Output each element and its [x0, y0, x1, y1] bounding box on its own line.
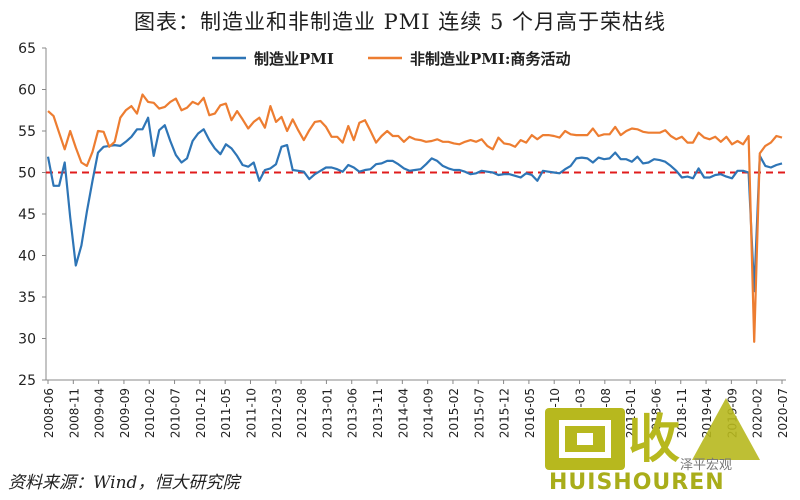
x-tick-label: 2011-05	[219, 388, 233, 438]
watermark-glyph: 收	[628, 410, 681, 470]
y-tick-label: 45	[18, 207, 36, 223]
series-layer	[46, 93, 783, 343]
x-tick-label: 2014-04	[396, 388, 410, 438]
x-tick-label: 2012-03	[270, 388, 284, 438]
y-tick-label: 35	[18, 290, 36, 306]
watermark-brand-text: HUISHOUREN	[549, 470, 725, 495]
x-tick-label: 2008-11	[67, 388, 81, 438]
x-tick-label: 2016-05	[523, 388, 537, 438]
x-tick-label: 2013-06	[346, 388, 360, 438]
y-tick-label: 40	[18, 249, 36, 265]
x-tick-label: 2013-11	[371, 388, 385, 438]
watermark-logo-icon	[545, 408, 625, 470]
x-tick-label: 2015-12	[498, 388, 512, 438]
legend-label: 制造业PMI	[254, 50, 334, 68]
x-tick-label: 2010-02	[143, 388, 157, 438]
y-tick-label: 50	[18, 166, 36, 182]
series-line-manufacturing	[46, 116, 783, 293]
x-tick-label: 2008-06	[42, 388, 56, 438]
watermark-logo-frame	[559, 420, 611, 458]
y-tick-label: 60	[18, 83, 36, 99]
x-tick-label: 2013-01	[320, 388, 334, 438]
x-tick-label: 2009-04	[93, 388, 107, 438]
x-tick-label: 2018-11	[675, 388, 689, 438]
legend: 制造业PMI 非制造业PMI:商务活动	[212, 50, 570, 68]
watermark-logo-dot	[577, 433, 593, 445]
axes-layer: 25 30 35 40 45 50 55 60 65 2008-06 2008-11 2009-04 2…	[18, 41, 790, 438]
y-tick-label: 25	[18, 373, 36, 389]
x-tick-label: 2011-10	[244, 388, 258, 438]
x-tick-label: 2020-07	[776, 388, 790, 438]
y-tick-label: 65	[18, 41, 36, 57]
source-note: 资料来源：Wind，恒大研究院	[8, 473, 240, 493]
x-tick-label: 2015-02	[447, 388, 461, 438]
legend-label: 非制造业PMI:商务活动	[410, 50, 570, 68]
series-line-non-manufacturing	[47, 93, 783, 343]
y-tick-label: 55	[18, 124, 36, 140]
y-tick-label: 30	[18, 332, 36, 348]
x-tick-label: 2010-12	[194, 388, 208, 438]
x-tick-label: 2012-08	[295, 388, 309, 438]
x-tick-label: 2018-01	[624, 388, 638, 438]
x-tick-label: 2018-06	[649, 388, 663, 438]
x-tick-label: 2010-07	[169, 388, 183, 438]
x-tick-label: 2014-09	[422, 388, 436, 438]
x-tick-label: 2015-07	[472, 388, 486, 438]
chart-title: 图表：制造业和非制造业 PMI 连续 5 个月高于荣枯线	[134, 10, 666, 34]
x-tick-label: 2009-09	[118, 388, 132, 438]
watermark-mark-icon	[692, 398, 760, 460]
watermark-weibo-text: 泽平宏观	[680, 458, 733, 473]
